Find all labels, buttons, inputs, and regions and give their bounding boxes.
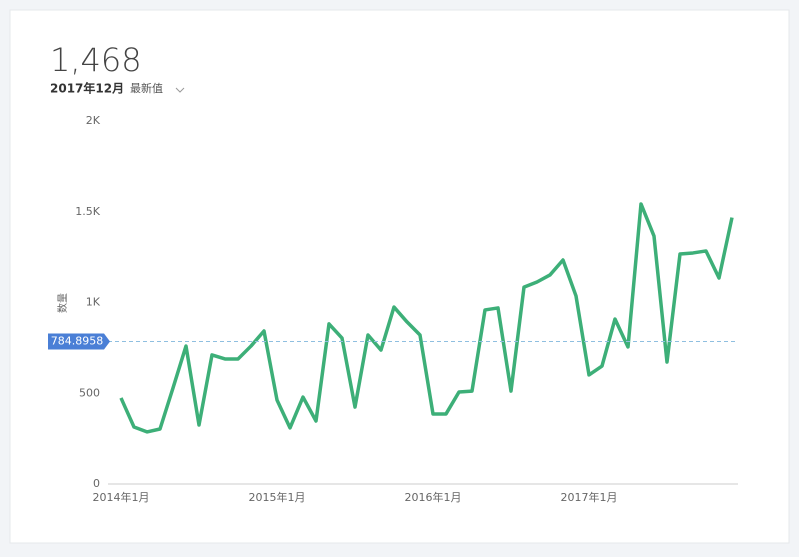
y-tick-label: 2K	[86, 114, 101, 127]
reference-badge	[48, 333, 110, 350]
x-tick-label: 2017年1月	[561, 490, 618, 504]
x-tick-label: 2016年1月	[405, 490, 462, 504]
y-axis-label: 数量	[56, 293, 69, 313]
y-tick-label: 500	[79, 386, 100, 399]
y-tick-label: 1.5K	[75, 205, 100, 218]
kpi-period: 2017年12月	[50, 81, 124, 96]
card	[9, 9, 790, 544]
y-tick-label: 0	[93, 477, 100, 490]
y-tick-label: 1K	[86, 296, 101, 309]
x-tick-label: 2015年1月	[249, 490, 306, 504]
dropdown-chevron[interactable]	[175, 87, 185, 93]
reference-label: 784.8958	[51, 335, 104, 348]
x-tick-label: 2014年1月	[93, 490, 150, 504]
data-line	[119, 202, 734, 434]
kpi-value: 1,468	[50, 41, 142, 79]
kpi-mode[interactable]: 最新值	[130, 81, 163, 95]
